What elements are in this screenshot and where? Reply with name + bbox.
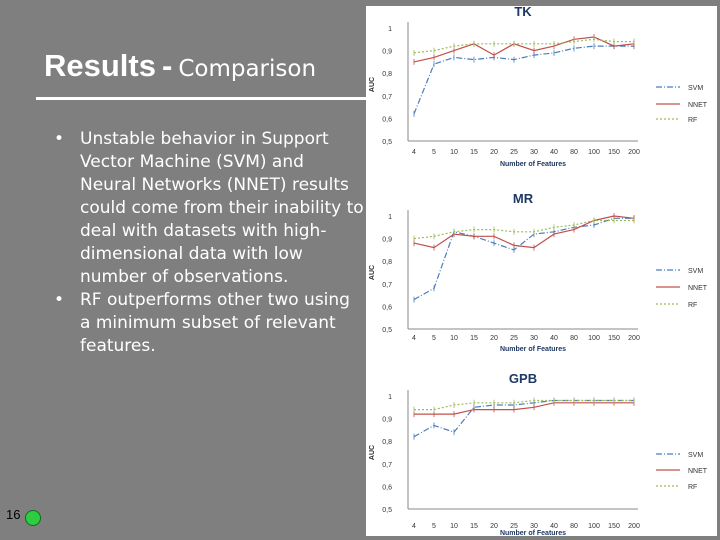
x-tick-label: 150 xyxy=(608,335,620,342)
slide-title: Results - Comparison xyxy=(44,48,316,84)
y-axis-label: AUC xyxy=(369,265,376,280)
x-tick-label: 5 xyxy=(432,335,436,342)
series-line-svm xyxy=(413,217,634,301)
slide-status-dot xyxy=(25,510,41,526)
legend-label-svm: SVM xyxy=(688,268,703,275)
series-line-nnet xyxy=(413,215,635,249)
bullet-item: Unstable behavior in Support Vector Mach… xyxy=(54,128,364,289)
x-axis-label: Number of Features xyxy=(500,346,566,353)
legend-label-svm: SVM xyxy=(688,452,703,459)
y-tick-label: 0,7 xyxy=(382,94,392,101)
series-line-nnet xyxy=(413,36,635,63)
chart-gpb: GPB 0,5 0,6 0,7 0,8 0,9 1 AUC 4 5 10 15 20 25 30 40 80 10… xyxy=(369,371,708,536)
y-tick-label: 0,6 xyxy=(382,304,392,311)
x-tick-label: 100 xyxy=(588,149,600,156)
series-line-svm xyxy=(413,399,634,438)
x-tick-label: 15 xyxy=(470,523,478,530)
x-tick-label: 20 xyxy=(490,335,498,342)
x-tick-label: 4 xyxy=(412,523,416,530)
y-tick-label: 0,8 xyxy=(382,71,392,78)
y-axis-label: AUC xyxy=(369,77,376,92)
title-separator: - xyxy=(161,48,173,83)
chart-tk: TK 0,5 0,6 0,7 0,8 0,9 1 AUC 4 5 10 15 20 25 30 40 80 100… xyxy=(369,6,708,168)
series-line-rf xyxy=(413,38,634,54)
x-tick-label: 200 xyxy=(628,149,640,156)
y-tick-label: 0,7 xyxy=(382,282,392,289)
legend-label-svm: SVM xyxy=(688,85,703,92)
x-tick-label: 10 xyxy=(450,149,458,156)
x-tick-label: 20 xyxy=(490,523,498,530)
x-tick-label: 200 xyxy=(628,523,640,530)
y-tick-label: 0,9 xyxy=(382,49,392,56)
x-tick-label: 25 xyxy=(510,335,518,342)
x-tick-label: 40 xyxy=(550,149,558,156)
chart-title: TK xyxy=(514,6,532,19)
x-tick-label: 5 xyxy=(432,149,436,156)
x-tick-label: 40 xyxy=(550,523,558,530)
x-tick-label: 30 xyxy=(530,335,538,342)
slide-title-main: Results xyxy=(44,48,156,83)
x-axis-label: Number of Features xyxy=(500,530,566,536)
legend-label-rf: RF xyxy=(688,484,697,491)
bullet-item: RF outperforms other two using a minimum… xyxy=(54,289,364,358)
y-tick-label: 1 xyxy=(388,214,392,221)
x-tick-label: 150 xyxy=(608,523,620,530)
x-tick-label: 10 xyxy=(450,335,458,342)
x-tick-label: 10 xyxy=(450,523,458,530)
page-number: 16 xyxy=(6,507,21,522)
x-tick-label: 25 xyxy=(510,149,518,156)
series-line-rf xyxy=(414,399,634,411)
y-tick-label: 0,9 xyxy=(382,237,392,244)
y-tick-label: 1 xyxy=(388,394,392,401)
y-axis-label: AUC xyxy=(369,445,376,460)
y-tick-label: 0,5 xyxy=(382,139,392,146)
x-tick-label: 80 xyxy=(570,523,578,530)
y-tick-label: 0,8 xyxy=(382,259,392,266)
x-tick-label: 80 xyxy=(570,149,578,156)
y-tick-label: 0,8 xyxy=(382,439,392,446)
y-tick-label: 1 xyxy=(388,26,392,33)
x-tick-label: 15 xyxy=(470,335,478,342)
legend-label-nnet: NNET xyxy=(688,468,708,475)
x-tick-label: 5 xyxy=(432,523,436,530)
x-tick-label: 15 xyxy=(470,149,478,156)
y-tick-label: 0,6 xyxy=(382,116,392,123)
slide-subtitle: Comparison xyxy=(178,56,317,82)
x-tick-label: 100 xyxy=(588,335,600,342)
bullet-list: Unstable behavior in Support Vector Mach… xyxy=(54,128,364,358)
series-line-rf xyxy=(413,219,634,240)
x-tick-label: 4 xyxy=(412,149,416,156)
title-underline xyxy=(36,97,372,100)
legend-label-nnet: NNET xyxy=(688,285,708,292)
chart-mr: MR 0,5 0,6 0,7 0,8 0,9 1 AUC 4 5 10 15 20 25 30 40 80 100… xyxy=(369,191,708,353)
x-tick-label: 30 xyxy=(530,149,538,156)
y-tick-label: 0,6 xyxy=(382,484,392,491)
y-tick-label: 0,9 xyxy=(382,417,392,424)
x-tick-label: 200 xyxy=(628,335,640,342)
x-tick-label: 30 xyxy=(530,523,538,530)
x-tick-label: 20 xyxy=(490,149,498,156)
y-tick-label: 0,7 xyxy=(382,462,392,469)
charts-panel: TK 0,5 0,6 0,7 0,8 0,9 1 AUC 4 5 10 15 20 25 30 40 80 100… xyxy=(366,6,717,536)
x-tick-label: 150 xyxy=(608,149,620,156)
chart-title: GPB xyxy=(509,371,537,386)
x-tick-label: 4 xyxy=(412,335,416,342)
legend-label-nnet: NNET xyxy=(688,102,708,109)
x-axis-label: Number of Features xyxy=(500,161,566,168)
series-line-nnet xyxy=(414,402,634,415)
x-tick-label: 100 xyxy=(588,523,600,530)
y-tick-label: 0,5 xyxy=(382,507,392,514)
chart-title: MR xyxy=(513,191,534,206)
series-line-svm xyxy=(413,45,634,115)
y-tick-label: 0,5 xyxy=(382,327,392,334)
x-tick-label: 25 xyxy=(510,523,518,530)
x-tick-label: 40 xyxy=(550,335,558,342)
legend-label-rf: RF xyxy=(688,117,697,124)
x-tick-label: 80 xyxy=(570,335,578,342)
legend-label-rf: RF xyxy=(688,302,697,309)
